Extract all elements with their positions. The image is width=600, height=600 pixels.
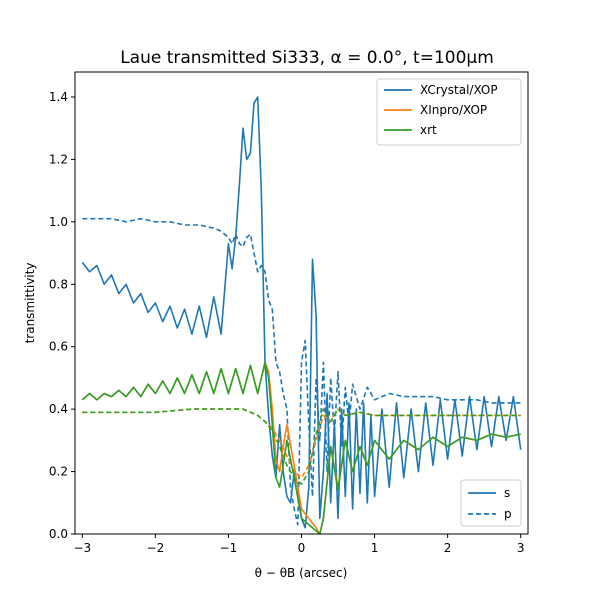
y-axis-label: transmittivity — [23, 263, 37, 344]
x-axis-label: θ − θB (arcsec) — [255, 566, 348, 580]
legend-style-box — [460, 479, 522, 527]
legend-entry-label: XCrystal/XOP — [420, 83, 498, 97]
x-tick-label: 1 — [371, 541, 379, 555]
y-tick-label: 0.4 — [49, 402, 68, 416]
legend-polarization: sp — [460, 479, 522, 527]
x-tick-label: −1 — [220, 541, 238, 555]
x-tick-label: 3 — [517, 541, 525, 555]
legend-series-box — [376, 78, 522, 146]
y-tick-label: 1.4 — [49, 90, 68, 104]
legend-series: XCrystal/XOP XInpro/XOP xrt — [376, 78, 522, 146]
legend-entry-label: s — [504, 486, 510, 500]
x-tick-label: 2 — [444, 541, 452, 555]
x-tick-label: −3 — [73, 541, 91, 555]
y-tick-label: 0.0 — [49, 527, 68, 541]
y-tick-label: 1.0 — [49, 215, 68, 229]
series-line-xrt-s — [81, 361, 521, 534]
series-line-xcrystal-xop-p — [82, 217, 521, 526]
legend-entry-label: XInpro/XOP — [420, 103, 487, 117]
legend-entry-label: xrt — [420, 123, 437, 137]
y-tick-label: 0.6 — [49, 340, 68, 354]
series-line-xinpro-xop-p — [82, 408, 521, 479]
series-line-xcrystal-xop-s — [81, 96, 522, 529]
x-tick-label: −2 — [147, 541, 165, 555]
x-tick-label: 0 — [298, 541, 306, 555]
series-line-xrt-p — [82, 408, 521, 485]
legend-entry-label: p — [504, 507, 512, 521]
y-tick-label: 0.2 — [49, 465, 68, 479]
x-axis-ticks: −3 −2 −1 0 1 2 3 — [73, 534, 525, 555]
series-layer — [81, 96, 522, 534]
y-tick-label: 1.2 — [49, 152, 68, 166]
chart-title: Laue transmitted Si333, α = 0.0°, t=100µ… — [120, 48, 494, 68]
y-tick-label: 0.8 — [49, 277, 68, 291]
y-axis-ticks: 0.0 0.2 0.4 0.6 0.8 1.0 1.2 1.4 — [49, 90, 75, 541]
